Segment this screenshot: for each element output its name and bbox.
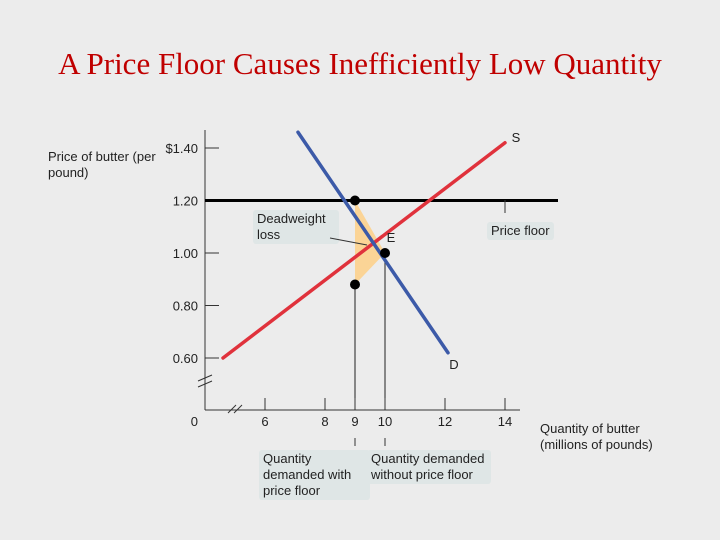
deadweight-loss-leader: [329, 237, 368, 246]
deadweight-loss-label: Deadweight loss: [253, 210, 339, 244]
price-floor-label: Price floor: [487, 222, 554, 240]
x-tick-label: 8: [321, 414, 328, 429]
x-tick-label: 12: [438, 414, 452, 429]
y-axis-label: Price of butter (per pound): [48, 149, 156, 180]
point-marker: [350, 195, 360, 206]
x-tick-label: 6: [261, 414, 268, 429]
x-tick-label: 10: [378, 414, 392, 429]
slide-title: A Price Floor Causes Inefficiently Low Q…: [58, 46, 662, 81]
x-axis-label: Quantity of butter (millions of pounds): [540, 421, 653, 452]
y-tick-label: 1.20: [173, 194, 198, 209]
y-tick-label: 1.00: [173, 246, 198, 261]
y-tick-label: $1.40: [165, 141, 198, 156]
demand-curve: [296, 130, 450, 355]
deadweight-loss-area: [355, 200, 385, 285]
x-tick-label-origin: 0: [191, 414, 198, 429]
supply-curve: [221, 141, 507, 360]
x-axis-break-mark: [233, 404, 243, 414]
y-axis-break-mark: [197, 380, 213, 388]
y-tick-label: 0.80: [173, 299, 198, 314]
supply-label: S: [512, 130, 521, 145]
demand-label: D: [449, 357, 458, 372]
qd-without-floor-label: Quantity demanded without price floor: [367, 450, 491, 484]
point-marker: [380, 248, 390, 258]
y-axis-break-mark: [197, 374, 213, 382]
x-tick-label: 9: [351, 414, 358, 429]
point-marker: [350, 279, 360, 290]
x-axis-break-mark: [227, 404, 237, 414]
x-tick-label: 14: [498, 414, 512, 429]
qd-with-floor-label: Quantity demanded with price floor: [259, 450, 370, 500]
y-tick-label: 0.60: [173, 351, 198, 366]
equilibrium-label: E: [387, 230, 396, 245]
